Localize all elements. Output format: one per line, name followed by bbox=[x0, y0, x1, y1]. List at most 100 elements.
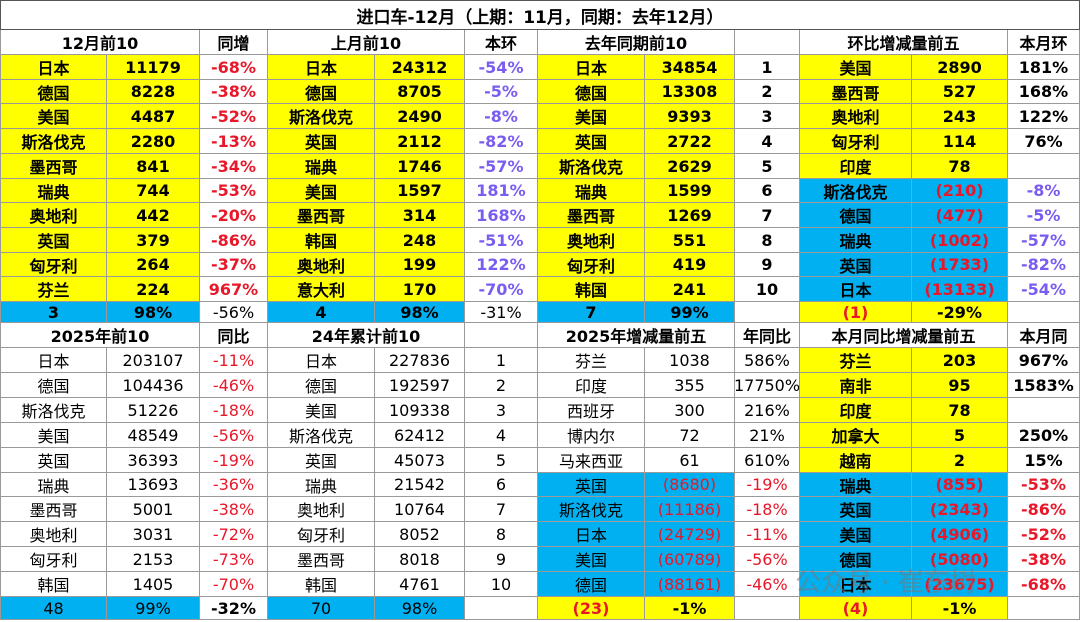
table-cell: -46% bbox=[200, 373, 268, 398]
summary-cell: (23) bbox=[538, 597, 645, 620]
table-cell: 8 bbox=[465, 522, 538, 547]
table-cell: 355 bbox=[645, 373, 735, 398]
table-cell: 250% bbox=[1008, 423, 1080, 448]
table-cell: 51226 bbox=[107, 398, 200, 423]
table-cell: -57% bbox=[465, 154, 538, 179]
table-cell: -34% bbox=[200, 154, 268, 179]
table-cell: 5 bbox=[465, 448, 538, 473]
table-cell: 4487 bbox=[107, 104, 200, 129]
table-cell: -53% bbox=[200, 179, 268, 203]
table-cell: -46% bbox=[735, 572, 800, 597]
table-cell: 4 bbox=[735, 129, 800, 154]
table-cell: 122% bbox=[1008, 104, 1080, 129]
table-cell: 墨西哥 bbox=[800, 80, 912, 104]
table-cell: 8 bbox=[735, 228, 800, 253]
column-header: 2025年增减量前五 bbox=[538, 323, 735, 348]
table-cell: -18% bbox=[200, 398, 268, 423]
table-cell: 8052 bbox=[375, 522, 465, 547]
table-cell: 1599 bbox=[645, 179, 735, 203]
table-cell: 10 bbox=[735, 277, 800, 302]
table-cell: -5% bbox=[1008, 203, 1080, 228]
table-cell: 170 bbox=[375, 277, 465, 302]
summary-cell bbox=[1008, 597, 1080, 620]
table-cell: 瑞典 bbox=[0, 473, 107, 497]
table-cell: 7 bbox=[735, 203, 800, 228]
table-cell: -86% bbox=[1008, 497, 1080, 522]
table-cell: 韩国 bbox=[0, 572, 107, 597]
table-cell: 2 bbox=[735, 80, 800, 104]
table-cell: 3031 bbox=[107, 522, 200, 547]
table-cell: -86% bbox=[200, 228, 268, 253]
table-cell: -82% bbox=[465, 129, 538, 154]
table-cell: 95 bbox=[912, 373, 1008, 398]
summary-cell bbox=[1008, 302, 1080, 323]
table-cell: 2153 bbox=[107, 547, 200, 572]
table-cell: 168% bbox=[1008, 80, 1080, 104]
column-header: 2025年前10 bbox=[0, 323, 200, 348]
table-cell: 匈牙利 bbox=[538, 253, 645, 277]
table-cell: 越南 bbox=[800, 448, 912, 473]
table-cell: 5001 bbox=[107, 497, 200, 522]
table-cell: 美国 bbox=[538, 104, 645, 129]
table-cell: 美国 bbox=[0, 423, 107, 448]
table-cell: 15% bbox=[1008, 448, 1080, 473]
summary-cell: 98% bbox=[375, 302, 465, 323]
table-cell: -8% bbox=[465, 104, 538, 129]
table-cell: -19% bbox=[735, 473, 800, 497]
table-cell: 英国 bbox=[538, 473, 645, 497]
summary-cell: 48 bbox=[0, 597, 107, 620]
table-cell: 181% bbox=[465, 179, 538, 203]
table-cell: 227836 bbox=[375, 348, 465, 373]
table-cell: 匈牙利 bbox=[0, 547, 107, 572]
table-cell: 日本 bbox=[268, 55, 375, 80]
table-cell: 匈牙利 bbox=[268, 522, 375, 547]
table-cell: 斯洛伐克 bbox=[0, 398, 107, 423]
table-cell: 斯洛伐克 bbox=[0, 129, 107, 154]
table-cell: 2490 bbox=[375, 104, 465, 129]
table-cell: 192597 bbox=[375, 373, 465, 398]
table-cell: 印度 bbox=[800, 154, 912, 179]
table-cell: 3 bbox=[465, 398, 538, 423]
table-cell: 德国 bbox=[800, 547, 912, 572]
table-cell: 斯洛伐克 bbox=[268, 104, 375, 129]
table-cell: 日本 bbox=[538, 522, 645, 547]
table-cell: 奥地利 bbox=[0, 522, 107, 547]
table-cell: 斯洛伐克 bbox=[538, 154, 645, 179]
table-cell: 西班牙 bbox=[538, 398, 645, 423]
table-cell: 英国 bbox=[800, 497, 912, 522]
table-cell: -19% bbox=[200, 448, 268, 473]
summary-cell: 4 bbox=[268, 302, 375, 323]
table-cell: 博内尔 bbox=[538, 423, 645, 448]
column-header: 本月同 bbox=[1008, 323, 1080, 348]
table-cell: 瑞典 bbox=[538, 179, 645, 203]
table-cell: 印度 bbox=[538, 373, 645, 398]
table-cell: -5% bbox=[465, 80, 538, 104]
table-cell: -38% bbox=[200, 497, 268, 522]
table-cell bbox=[1008, 398, 1080, 423]
table-cell: 英国 bbox=[0, 448, 107, 473]
table-cell: 199 bbox=[375, 253, 465, 277]
table-cell: 意大利 bbox=[268, 277, 375, 302]
table-cell: 967% bbox=[200, 277, 268, 302]
column-header: 12月前10 bbox=[0, 30, 200, 55]
table-cell: -56% bbox=[200, 423, 268, 448]
summary-cell: 70 bbox=[268, 597, 375, 620]
column-header: 本月环 bbox=[1008, 30, 1080, 55]
table-cell: 斯洛伐克 bbox=[800, 179, 912, 203]
table-cell: 美国 bbox=[0, 104, 107, 129]
table-cell: 17750% bbox=[735, 373, 800, 398]
summary-cell: 98% bbox=[107, 302, 200, 323]
summary-cell: 3 bbox=[0, 302, 107, 323]
table-cell: 527 bbox=[912, 80, 1008, 104]
table-cell: 2 bbox=[912, 448, 1008, 473]
summary-cell: 98% bbox=[375, 597, 465, 620]
table-cell: 8018 bbox=[375, 547, 465, 572]
summary-cell: -1% bbox=[912, 597, 1008, 620]
table-cell: 1269 bbox=[645, 203, 735, 228]
table-cell: -56% bbox=[735, 547, 800, 572]
table-cell: -20% bbox=[200, 203, 268, 228]
table-cell: 英国 bbox=[268, 448, 375, 473]
table-cell: 1 bbox=[465, 348, 538, 373]
table-cell: 韩国 bbox=[268, 228, 375, 253]
table-cell: 551 bbox=[645, 228, 735, 253]
